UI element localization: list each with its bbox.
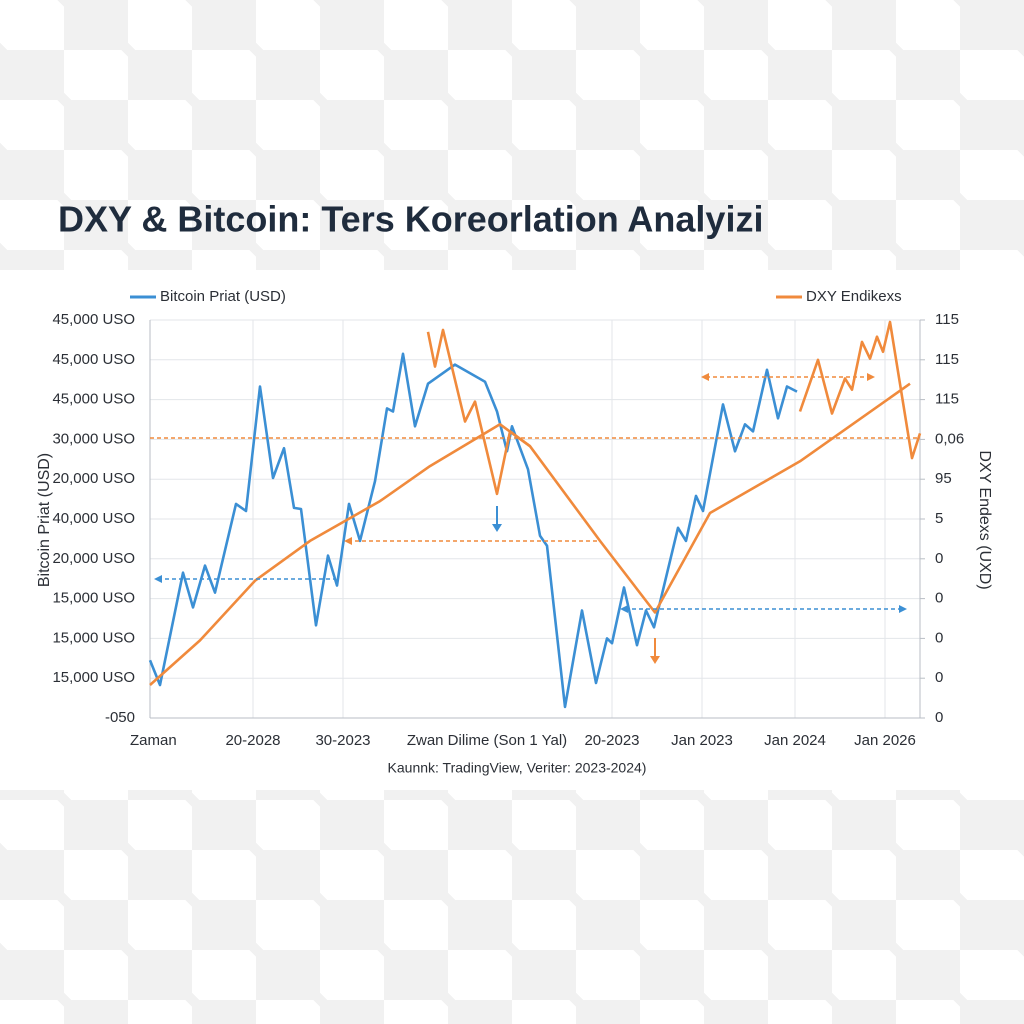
y-tick-label: 15,000 USO <box>52 629 135 646</box>
series-line <box>426 320 922 496</box>
y-tick-label: 40,000 USO <box>52 510 135 527</box>
y2-tick-label: 115 <box>935 311 959 328</box>
y-tick-label: 20,000 USO <box>52 550 135 567</box>
y-tick-label: 20,000 USO <box>52 470 135 487</box>
arrow-head <box>154 575 162 583</box>
legend-label: Bitcoin Priat (USD) <box>160 288 286 305</box>
arrow-heads <box>154 373 907 664</box>
source-note: Kaunnk: TradingView, Veriter: 2023-2024) <box>388 760 647 776</box>
x-start-label: Zaman <box>130 732 177 749</box>
y2-tick-label: 115 <box>935 351 959 368</box>
legend-label: DXY Endikexs <box>806 288 902 305</box>
y2-tick-label: 0 <box>935 709 943 726</box>
chart-panel <box>0 270 1024 790</box>
y-tick-label: 45,000 USO <box>52 391 135 408</box>
x-tick-label: Jan 2023 <box>671 732 733 749</box>
x-axis-title: Zwan Dilime (Son 1 Yal) <box>407 732 567 749</box>
y-tick-label: 15,000 USO <box>52 669 135 686</box>
x-tick-label: Jan 2024 <box>764 732 826 749</box>
arrow-head <box>492 524 502 532</box>
y-tick-label: 30,000 USO <box>52 430 135 447</box>
y2-tick-label: 0 <box>935 669 943 686</box>
y2-tick-label: 5 <box>935 510 943 527</box>
y-axis-title: Bitcoin Priat (USD) <box>36 453 53 587</box>
y-tick-label: 15,000 USO <box>52 590 135 607</box>
x-tick-label: 20-2028 <box>225 732 280 749</box>
x-tick-label: 20-2023 <box>584 732 639 749</box>
y2-tick-label: 95 <box>935 470 952 487</box>
x-tick-label: 30-2023 <box>315 732 370 749</box>
y-tick-label: -050 <box>105 709 135 726</box>
chart-title: DXY & Bitcoin: Ters Koreorlation Analyiz… <box>58 199 763 240</box>
arrow-head <box>344 537 352 545</box>
plot-area: -050 15,000 USO 15,000 USO 15,000 USO 20,000… <box>52 311 964 749</box>
series-line <box>149 382 911 686</box>
series-line <box>148 352 798 709</box>
x-tick-label: Jan 2026 <box>854 732 916 749</box>
y2-tick-label: 0 <box>935 550 943 567</box>
arrow-head <box>650 656 660 664</box>
y2-axis-title: DXY Endexs (UXD) <box>976 450 993 589</box>
y2-tick-label: 0 <box>935 629 943 646</box>
y2-tick-label: 115 <box>935 391 959 408</box>
y2-tick-label: 0 <box>935 590 943 607</box>
y2-tick-label: 0,06 <box>935 430 964 447</box>
annotations <box>150 376 920 610</box>
y-tick-label: 45,000 USO <box>52 351 135 368</box>
y-tick-label: 45,000 USO <box>52 311 135 328</box>
